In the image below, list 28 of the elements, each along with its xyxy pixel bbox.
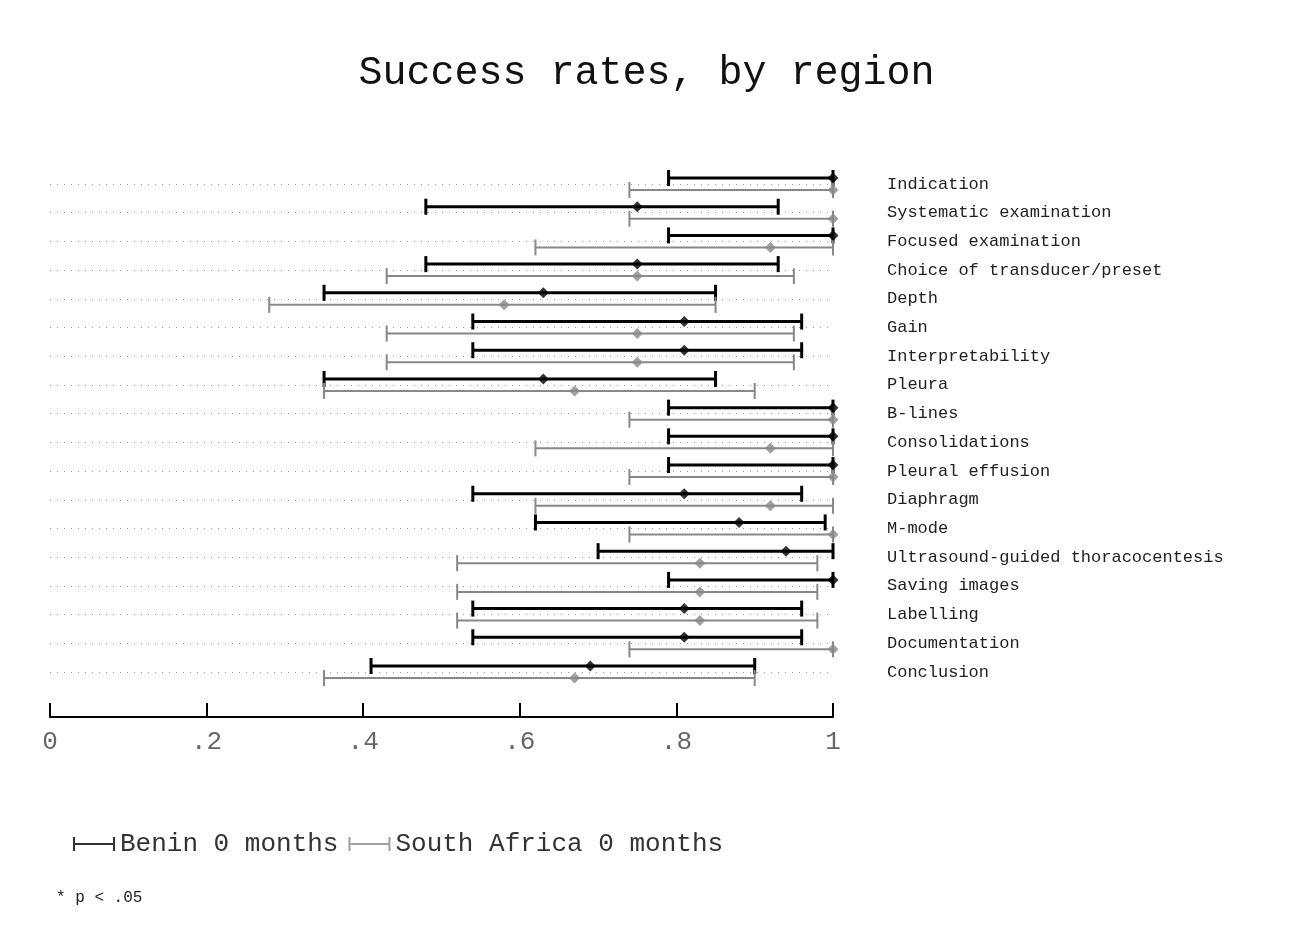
y-tick-label: M-mode	[887, 518, 949, 538]
x-tick-label: .6	[504, 727, 536, 757]
y-tick-label: Focused examination	[887, 231, 1081, 251]
text: * p < .05	[56, 889, 143, 907]
y-tick-label: Interpretability	[887, 346, 1051, 366]
chart-title: Success rates, by region	[358, 50, 935, 96]
y-tick-label: Depth	[887, 289, 939, 309]
legend-label: South Africa 0 months	[395, 829, 724, 859]
legend-label: Benin 0 months	[120, 829, 339, 859]
y-tick-label: Saving images	[887, 576, 1020, 596]
y-tick-label: Pleural effusion	[887, 461, 1051, 481]
y-tick-label: Pleura	[887, 375, 949, 395]
y-tick-label: Gain	[887, 318, 928, 338]
y-tick-label: Documentation	[887, 633, 1020, 653]
y-tick-label: Consolidations	[887, 432, 1030, 452]
y-tick-label: B-lines	[887, 404, 959, 424]
x-tick-label: 0	[42, 727, 58, 757]
x-tick-label: .2	[190, 727, 223, 757]
y-tick-label: Conclusion	[887, 662, 990, 682]
x-tick-label: 1	[825, 727, 841, 757]
x-tick-label: .4	[347, 727, 379, 757]
y-tick-label: Labelling	[887, 605, 979, 625]
y-tick-label: Choice of transducer/preset	[887, 260, 1163, 280]
y-tick-label: Diaphragm	[887, 490, 979, 510]
y-tick-label: Ultrasound-guided thoracocentesis	[887, 547, 1224, 567]
y-tick-label: Indication	[887, 174, 990, 194]
y-tick-label: Systematic examination	[887, 203, 1112, 223]
x-tick-label: .8	[660, 727, 693, 757]
